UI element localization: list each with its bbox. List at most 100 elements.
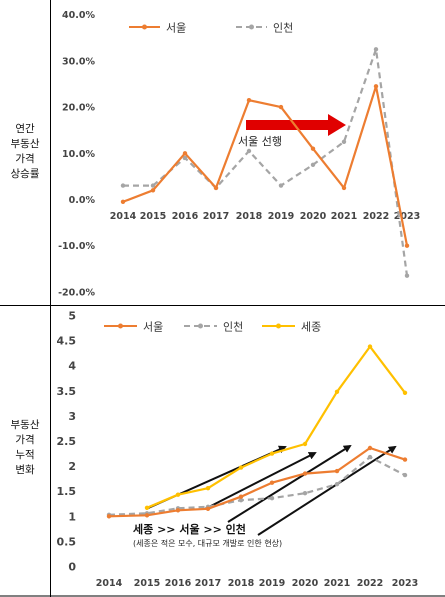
x-tick-label: 2014: [110, 211, 137, 222]
x-tick-label: 2016: [165, 578, 192, 589]
data-point-sejong: [334, 389, 340, 394]
legend-marker-sejong: [276, 323, 281, 329]
legend-label-seoul: 서울: [143, 321, 163, 334]
annotation-seoul-leads: 서울 선행: [238, 135, 282, 148]
data-point-seoul: [367, 445, 373, 451]
data-point-sejong: [269, 451, 275, 456]
series-line-seoul: [122, 85, 409, 246]
y-tick-label: 0.5: [57, 535, 77, 548]
data-point-incheon: [310, 162, 316, 167]
data-point-incheon: [150, 183, 156, 188]
row-label-line: 연간: [15, 123, 35, 135]
data-point-incheon: [402, 472, 408, 478]
row-label-line: 부동산: [10, 138, 40, 150]
y-tick-label: 2: [68, 460, 76, 473]
row-label-line: 상승률: [10, 168, 40, 180]
data-point-seoul: [334, 468, 340, 474]
row-label-cumulative-change: 부동산 가격 누적 변화: [0, 418, 50, 478]
data-point-seoul: [120, 199, 126, 204]
data-point-seoul: [238, 494, 244, 499]
y-tick-label: 30.0%: [62, 56, 95, 67]
trend-arrow: [257, 445, 397, 536]
data-point-seoul: [269, 480, 275, 485]
data-point-seoul: [302, 471, 308, 476]
series-line-seoul: [108, 446, 406, 518]
y-tick-label: 10.0%: [62, 149, 95, 160]
data-point-seoul: [278, 104, 284, 110]
trend-arrow: [204, 452, 317, 510]
y-tick-label: 40.0%: [62, 10, 95, 21]
data-point-sejong: [144, 505, 150, 510]
data-point-incheon: [182, 155, 188, 161]
data-point-incheon: [269, 496, 275, 501]
annotation-note: (세종은 적은 모수, 대규모 개발로 인한 현상): [133, 538, 282, 548]
legend-label-incheon: 인천: [223, 320, 243, 334]
data-point-incheon: [367, 454, 373, 460]
y-tick-label: 0: [68, 561, 76, 574]
data-point-seoul: [402, 457, 408, 462]
data-point-incheon: [278, 183, 284, 188]
row-label-line: 부동산: [10, 419, 40, 431]
data-point-sejong: [302, 441, 308, 447]
data-point-incheon: [334, 482, 340, 487]
x-tick-label: 2018: [236, 211, 263, 222]
x-tick-label: 2020: [300, 211, 327, 222]
data-point-sejong: [367, 344, 373, 349]
y-tick-label: 5: [68, 310, 76, 323]
data-point-incheon: [120, 183, 126, 188]
x-tick-label: 2019: [268, 211, 294, 222]
data-point-seoul: [150, 188, 156, 193]
y-tick-label: 4.5: [57, 335, 77, 348]
data-point-seoul: [205, 506, 211, 511]
data-point-seoul: [182, 151, 188, 156]
x-tick-label: 2017: [195, 578, 221, 589]
y-tick-label: 4: [68, 360, 76, 373]
legend-marker-incheon: [198, 323, 203, 329]
data-point-incheon: [246, 148, 252, 154]
x-tick-label: 2022: [363, 211, 389, 222]
data-point-sejong: [238, 465, 244, 470]
x-tick-label: 2017: [203, 211, 229, 222]
y-tick-label: 3.5: [57, 385, 77, 398]
legend-label-sejong: 세종: [301, 321, 321, 334]
y-tick-label: 1.5: [57, 485, 77, 498]
x-tick-label: 2021: [324, 578, 350, 589]
x-tick-label: 2022: [357, 578, 383, 589]
x-tick-label: 2023: [392, 578, 418, 589]
legend-marker-seoul: [142, 24, 147, 30]
y-tick-label: 1: [68, 510, 76, 523]
row-label-line: 가격: [15, 153, 35, 165]
data-point-sejong: [175, 492, 181, 497]
data-point-seoul: [373, 84, 379, 89]
data-point-incheon: [238, 498, 244, 503]
series-line-incheon: [108, 456, 406, 516]
legend-marker-seoul: [118, 323, 123, 329]
x-tick-label: 2021: [331, 211, 357, 222]
x-tick-label: 2015: [140, 211, 166, 222]
data-point-seoul: [144, 513, 150, 518]
legend-label-incheon: 인천: [273, 21, 293, 35]
y-tick-label: 0.0%: [69, 195, 96, 206]
trend-arrow: [227, 444, 352, 523]
legend-marker-incheon: [249, 24, 254, 30]
x-tick-label: 2015: [134, 578, 160, 589]
data-point-seoul: [310, 146, 316, 151]
data-point-seoul: [404, 243, 410, 248]
data-point-seoul: [106, 514, 112, 519]
row-label-line: 변화: [15, 464, 35, 476]
x-tick-label: 2019: [259, 578, 285, 589]
series-line-sejong: [146, 345, 406, 509]
row-label-line: 가격: [15, 434, 35, 446]
x-tick-label: 2020: [292, 578, 319, 589]
series-line-incheon: [123, 48, 409, 276]
data-point-incheon: [373, 47, 379, 52]
x-tick-label: 2014: [96, 578, 123, 589]
y-tick-label: 20.0%: [62, 103, 95, 114]
data-point-seoul: [213, 185, 219, 191]
data-point-seoul: [175, 508, 181, 513]
y-tick-label: 2.5: [57, 435, 77, 448]
data-point-sejong: [205, 486, 211, 491]
x-tick-label: 2016: [172, 211, 199, 222]
